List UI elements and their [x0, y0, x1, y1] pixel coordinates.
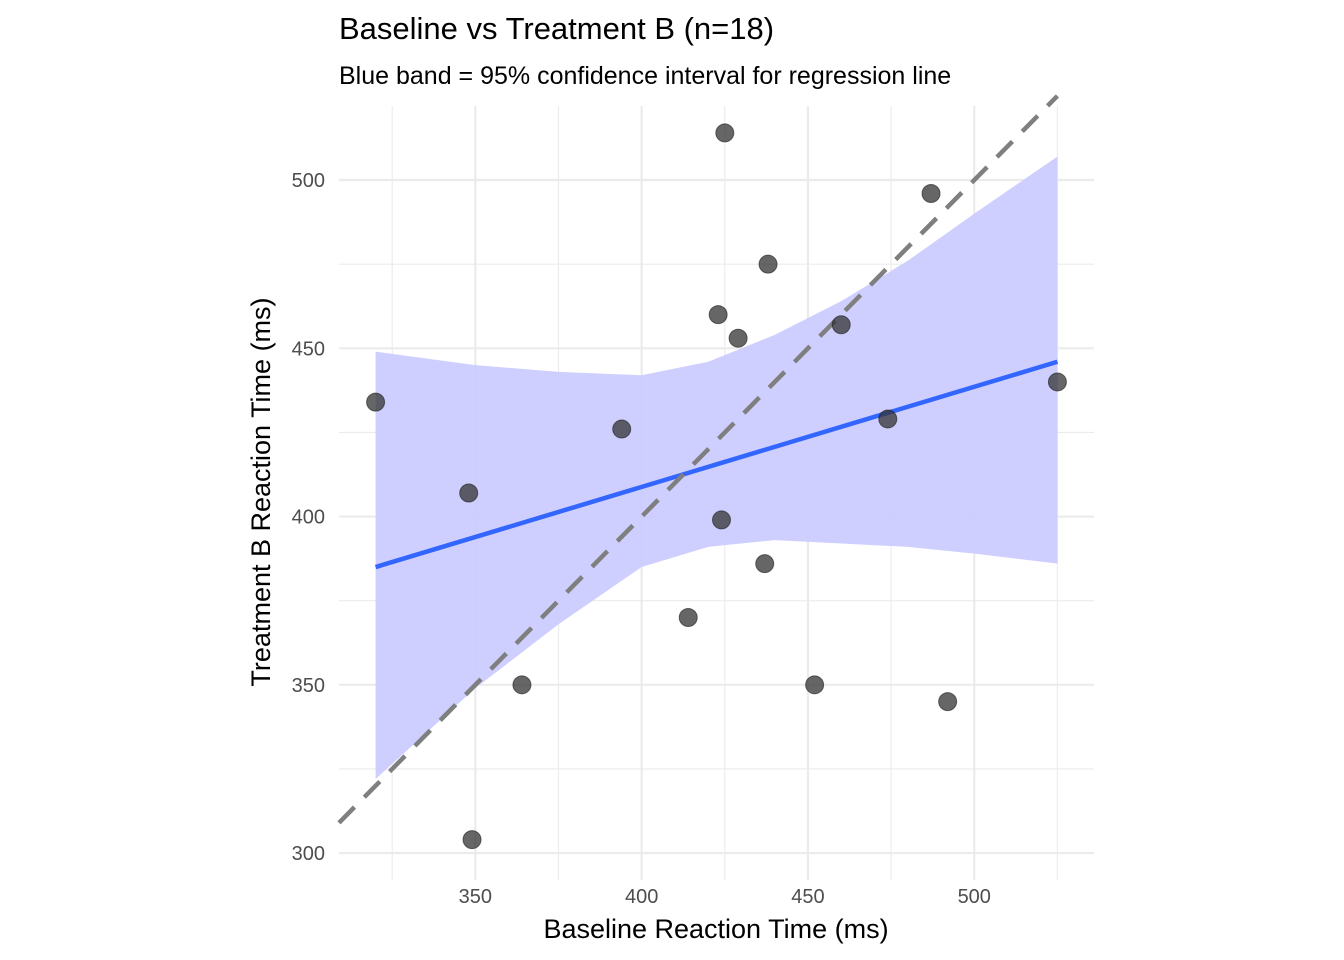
data-point — [831, 315, 851, 335]
data-point — [512, 675, 532, 695]
data-point — [938, 692, 958, 712]
x-tick-label: 400 — [625, 886, 658, 908]
data-point — [612, 419, 632, 439]
tick-labels: 350 400 450 500 300 350 400 450 500 — [292, 170, 991, 908]
chart-title: Baseline vs Treatment B (n=18) — [339, 11, 774, 46]
y-tick-label: 450 — [292, 338, 325, 360]
data-point — [755, 554, 775, 574]
x-tick-label: 350 — [459, 886, 492, 908]
data-point — [462, 830, 482, 850]
y-tick-label: 350 — [292, 675, 325, 697]
regression-line — [374, 359, 1059, 570]
data-point — [1047, 372, 1067, 392]
x-tick-label: 500 — [958, 886, 991, 908]
data-point — [711, 510, 731, 530]
y-tick-label: 300 — [292, 843, 325, 865]
confidence-band-layer — [375, 156, 1058, 780]
y-axis-title: Treatment B Reaction Time (ms) — [246, 297, 276, 686]
data-point — [728, 328, 748, 348]
data-point — [921, 183, 941, 203]
chart-subtitle: Blue band = 95% confidence interval for … — [339, 62, 951, 90]
data-point — [708, 305, 728, 325]
y-tick-label: 400 — [292, 507, 325, 529]
data-point — [758, 254, 778, 274]
points-layer — [366, 123, 1067, 850]
x-tick-label: 450 — [791, 886, 824, 908]
y-tick-label: 500 — [292, 170, 325, 192]
data-point — [678, 608, 698, 628]
data-point — [366, 392, 386, 412]
data-point — [715, 123, 735, 143]
confidence-band — [375, 156, 1058, 780]
data-point — [878, 409, 898, 429]
data-point — [459, 483, 479, 503]
identity-line — [337, 94, 1060, 825]
line-layer — [337, 94, 1060, 825]
x-axis-title: Baseline Reaction Time (ms) — [543, 914, 888, 944]
data-point — [805, 675, 825, 695]
